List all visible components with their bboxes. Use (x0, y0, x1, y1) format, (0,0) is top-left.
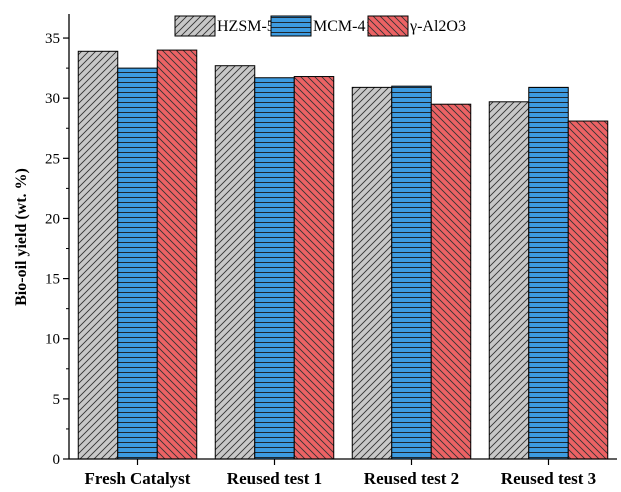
bar-hzsm-5-3 (351, 86, 393, 460)
y-tick-label: 10 (45, 332, 60, 348)
bar--al2o3-1 (156, 49, 198, 460)
legend-label: MCM-41 (313, 18, 373, 35)
bar-mcm-41-4 (528, 86, 569, 460)
bar-hzsm-5-2 (214, 65, 256, 460)
legend-swatch (367, 15, 409, 37)
legend-swatch (174, 15, 216, 37)
x-tick-label: Reused test 3 (501, 469, 596, 488)
x-tick-label: Fresh Catalyst (85, 469, 191, 488)
y-axis-label: Bio-oil yield (wt. %) (13, 168, 30, 306)
y-ticks: 0 5 10 15 20 25 30 35 (45, 31, 69, 468)
bar-mcm-41-2 (254, 77, 295, 460)
x-tick-label: Reused test 1 (227, 469, 322, 488)
bars-group (77, 49, 609, 460)
bar-hzsm-5-4 (488, 101, 530, 460)
y-tick-label: 0 (53, 452, 61, 468)
y-tick-label: 25 (45, 151, 60, 167)
bar-mcm-41-1 (117, 67, 158, 460)
y-tick-label: 5 (53, 392, 61, 408)
legend-label: HZSM-5 (217, 18, 275, 35)
y-tick-label: 20 (45, 211, 60, 227)
bar--al2o3-4 (567, 120, 609, 460)
axes (68, 14, 617, 460)
y-tick-label: 35 (45, 31, 60, 47)
bar--al2o3-2 (293, 76, 335, 460)
bar--al2o3-3 (430, 103, 472, 460)
y-tick-label: 15 (45, 272, 60, 288)
legend-label: γ-Al2O3 (409, 18, 466, 35)
x-ticks: Fresh Catalyst Reused test 1 Reused test 2… (85, 459, 596, 488)
legend-swatch (270, 15, 312, 37)
bar-mcm-41-3 (391, 85, 432, 460)
x-tick-label: Reused test 2 (364, 469, 459, 488)
legend: HZSM-5 MCM-41 γ-Al2O3 (174, 15, 466, 37)
bar-hzsm-5-1 (77, 50, 119, 460)
y-tick-label: 30 (45, 91, 60, 107)
